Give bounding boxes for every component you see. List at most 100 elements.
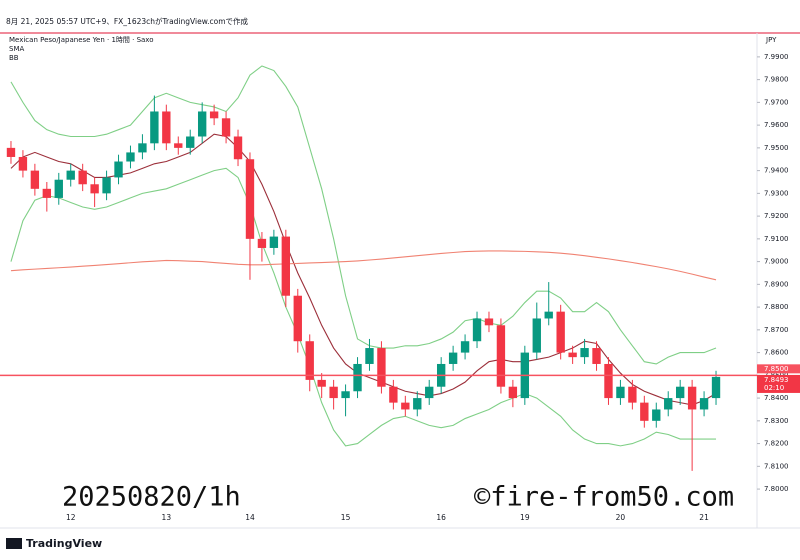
candle-body <box>30 170 40 189</box>
y-tick-label: 7.8700 <box>764 326 789 334</box>
y-tick-label: 7.8600 <box>764 349 789 357</box>
header-text: 8月 21, 2025 05:57 UTC+9、FX_1623chがTradin… <box>6 16 249 26</box>
y-tick-label: 7.9300 <box>764 189 789 197</box>
y-tick-label: 7.8000 <box>764 485 789 493</box>
candle-body <box>221 118 231 137</box>
candle-body <box>54 179 63 198</box>
candle-body <box>78 170 87 185</box>
candle-body <box>281 236 291 296</box>
candle-body <box>209 111 219 119</box>
candle-body <box>233 136 243 160</box>
candle-body <box>197 111 207 137</box>
indicator-line <box>10 65 717 365</box>
watermark: 20250820/1h <box>62 482 241 513</box>
candle-body <box>664 398 673 410</box>
price-label-box <box>757 364 800 374</box>
plot-area: 7.8000 7.8100 7.8200 7.8300 7.8400 7.8500 7.86… <box>0 53 789 522</box>
x-tick-label: 14 <box>245 513 255 522</box>
logo-icon <box>6 538 22 549</box>
candle-body <box>353 363 362 392</box>
x-tick-label: 20 <box>616 513 626 522</box>
countdown: 02:10 <box>764 384 784 392</box>
candle-body <box>329 386 338 399</box>
candle-body <box>18 156 28 171</box>
x-tick-label: 13 <box>162 513 172 522</box>
y-tick-label: 7.8300 <box>764 417 789 425</box>
candle-body <box>138 143 147 153</box>
candle-body <box>293 295 302 342</box>
y-tick-label: 7.9100 <box>764 235 789 243</box>
price-label: 7.8500 <box>764 365 789 373</box>
candle-body <box>389 386 398 403</box>
x-tick-label: 19 <box>520 513 530 522</box>
candle-body <box>592 348 601 364</box>
y-tick-label: 7.9400 <box>764 167 789 175</box>
candle-body <box>257 238 267 248</box>
y-tick-label: 7.8200 <box>764 440 789 448</box>
indicator-label: BB <box>9 54 19 62</box>
candle-body <box>496 325 506 387</box>
candle-body <box>568 352 577 358</box>
candle-body <box>472 318 482 342</box>
candle-body <box>245 159 255 239</box>
candle-body <box>425 386 434 399</box>
candle-body <box>269 236 279 248</box>
y-tick-label: 7.9800 <box>764 76 789 84</box>
candle-body <box>305 341 314 380</box>
candle-body <box>401 402 410 410</box>
y-tick-label: 7.8900 <box>764 280 789 288</box>
candle-body <box>162 111 171 144</box>
candle-body <box>317 379 326 387</box>
candle-body <box>616 386 625 399</box>
candle-body <box>150 111 159 144</box>
axis-unit: JPY <box>765 36 777 44</box>
candle-body <box>508 386 518 399</box>
candle-body <box>640 402 649 421</box>
candle-body <box>460 341 470 353</box>
candle-body <box>186 136 195 148</box>
candle-body <box>377 348 386 387</box>
candle-body <box>580 348 589 358</box>
candle-body <box>484 318 494 326</box>
candle-body <box>114 161 123 178</box>
y-tick-label: 7.9700 <box>764 98 789 106</box>
candle-body <box>544 311 553 319</box>
watermark: ©fire-from50.com <box>474 482 734 513</box>
candle-body <box>448 352 458 364</box>
candle-body <box>675 386 685 399</box>
x-tick-label: 16 <box>436 513 446 522</box>
x-tick-label: 12 <box>66 513 76 522</box>
candle-body <box>174 143 183 148</box>
chart-title: Mexican Peso/Japanese Yen · 1時間 · Saxo <box>9 36 154 44</box>
indicator-line <box>10 250 717 281</box>
y-tick-label: 7.8100 <box>764 462 789 470</box>
candle-body <box>90 184 99 194</box>
candle-body <box>6 147 16 157</box>
candle-body <box>604 363 613 399</box>
candle-body <box>628 386 637 403</box>
y-tick-label: 7.9200 <box>764 212 789 220</box>
y-tick-label: 7.9900 <box>764 53 789 61</box>
candle-body <box>711 376 721 399</box>
candle-body <box>699 398 709 410</box>
y-tick-label: 7.8400 <box>764 394 789 402</box>
candle-body <box>341 391 350 399</box>
x-tick-label: 21 <box>699 513 709 522</box>
logo-text: TradingView <box>26 537 102 550</box>
y-tick-label: 7.9000 <box>764 258 789 266</box>
candle-body <box>532 318 541 353</box>
indicator-label: SMA <box>9 45 24 53</box>
last-price-box <box>757 374 800 393</box>
y-tick-label: 7.8800 <box>764 303 789 311</box>
candle-body <box>102 177 111 194</box>
candle-body <box>66 170 75 180</box>
candle-body <box>687 386 697 410</box>
y-tick-label: 7.9500 <box>764 144 789 152</box>
candle-body <box>556 311 565 353</box>
candle-body <box>652 409 661 421</box>
indicator-line <box>10 167 717 447</box>
candle-body <box>365 348 374 364</box>
candle-body <box>42 188 52 198</box>
